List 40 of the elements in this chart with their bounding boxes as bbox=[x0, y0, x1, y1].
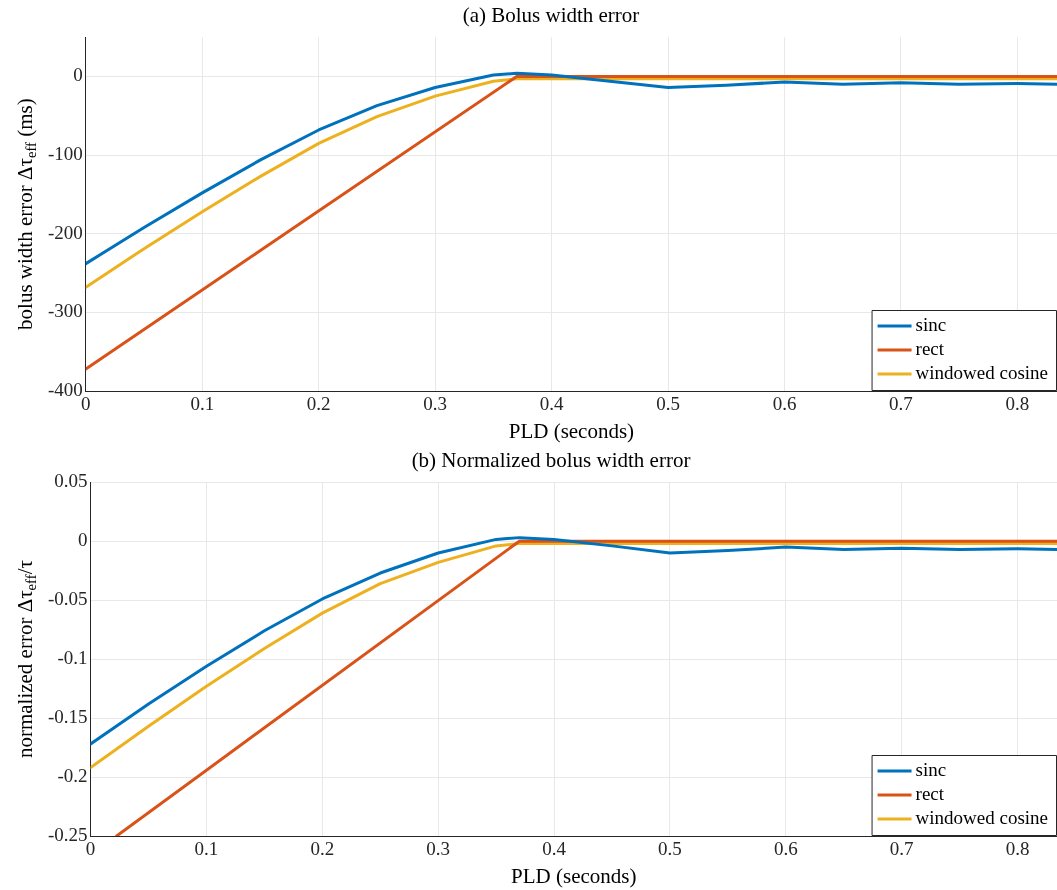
y-tick-label: 0.05 bbox=[54, 470, 88, 492]
x-axis-title: PLD (seconds) bbox=[511, 863, 637, 888]
y-tick-label: 0 bbox=[78, 529, 88, 551]
x-tick-label: 0.6 bbox=[772, 393, 797, 415]
legend-label: sinc bbox=[915, 313, 947, 335]
x-tick-label: 0.7 bbox=[889, 838, 914, 860]
y-tick-label: -0.05 bbox=[48, 588, 88, 610]
x-tick-label: 0.4 bbox=[542, 838, 567, 860]
legend-label: windowed cosine bbox=[915, 361, 1049, 383]
y-tick-label: 0 bbox=[73, 64, 83, 86]
x-tick-label: 0.6 bbox=[773, 838, 798, 860]
x-tick-label: 0.3 bbox=[426, 838, 451, 860]
y-tick-label: -0.2 bbox=[57, 765, 88, 787]
x-tick-label: 0.1 bbox=[194, 838, 219, 860]
x-tick-label: 0.2 bbox=[306, 393, 331, 415]
chart-title: (b) Normalized bolus width error bbox=[411, 448, 691, 473]
x-tick-label: 0.7 bbox=[889, 393, 913, 415]
y-axis-title: normalized error Δτeff/τ bbox=[12, 560, 40, 759]
legend-label: rect bbox=[915, 337, 945, 359]
x-tick-label: 0.8 bbox=[1005, 393, 1030, 415]
y-tick-label: -300 bbox=[48, 300, 83, 322]
x-tick-label: 0.2 bbox=[310, 838, 335, 860]
y-tick-label: -0.25 bbox=[48, 823, 88, 845]
y-tick-label: -100 bbox=[48, 143, 83, 165]
chart-title: (a) Bolus width error bbox=[462, 3, 640, 28]
x-axis-title: PLD (seconds) bbox=[508, 418, 635, 443]
y-tick-label: -0.15 bbox=[48, 706, 88, 728]
legend-label: windowed cosine bbox=[915, 806, 1049, 828]
x-tick-label: 0.1 bbox=[190, 393, 215, 415]
legend-label: sinc bbox=[915, 758, 947, 780]
x-tick-label: 0.8 bbox=[1005, 838, 1030, 860]
y-axis-title: bolus width error Δτeff (ms) bbox=[12, 98, 40, 330]
x-tick-label: 0.4 bbox=[539, 393, 564, 415]
x-tick-label: 0.5 bbox=[658, 838, 682, 860]
x-tick-label: 0.5 bbox=[656, 393, 680, 415]
x-tick-label: 0.3 bbox=[423, 393, 448, 415]
y-tick-label: -0.1 bbox=[57, 647, 88, 669]
legend-label: rect bbox=[915, 782, 945, 804]
y-tick-label: -200 bbox=[48, 221, 83, 243]
y-tick-label: -400 bbox=[48, 378, 83, 400]
